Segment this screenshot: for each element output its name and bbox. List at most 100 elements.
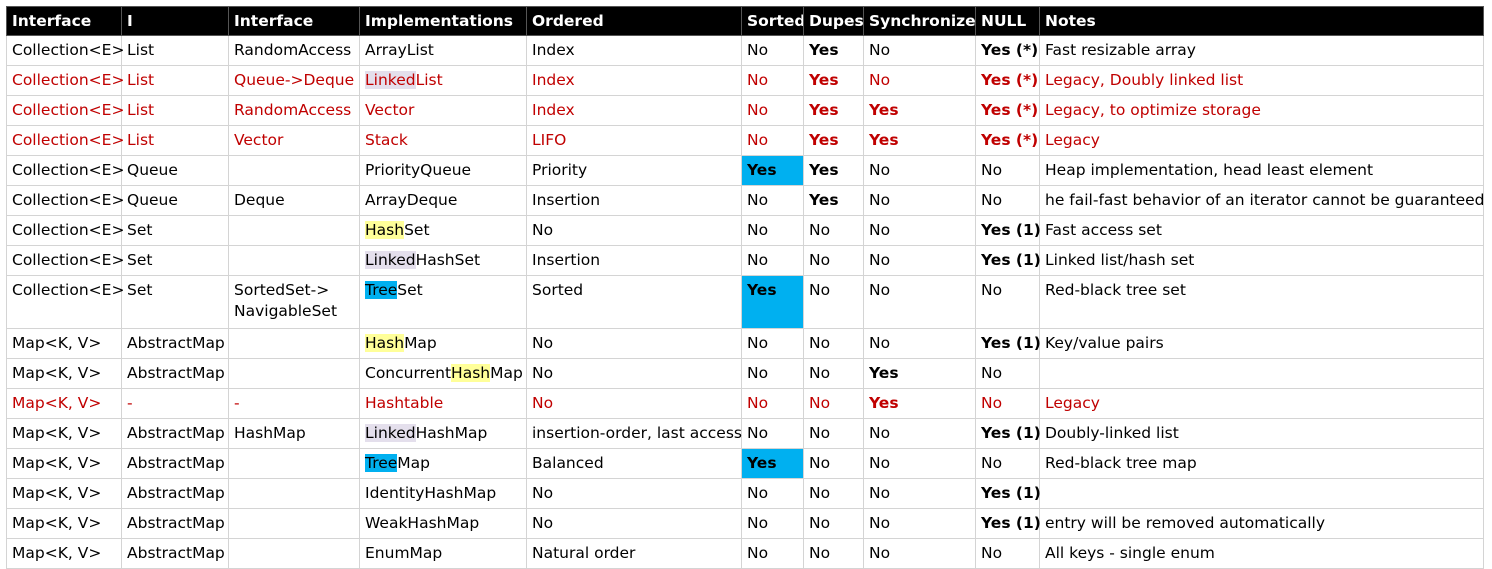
implementation-text: HashSet: [415, 251, 481, 269]
col-header-notes: Notes: [1039, 6, 1484, 36]
cell-sorted: No: [741, 538, 804, 569]
cell-synchronized: No: [863, 328, 976, 359]
cell-dupes: Yes: [803, 95, 864, 126]
implementation-text: Concurrent: [365, 364, 452, 382]
cell-sorted: No: [741, 245, 804, 276]
cell-sorted: No: [741, 328, 804, 359]
cell-dupes: Yes: [803, 35, 864, 66]
cell-sorted: No: [741, 388, 804, 419]
cell-null: No: [975, 448, 1040, 479]
cell-i: Queue: [121, 155, 229, 186]
implementation-highlight: Linked: [365, 71, 416, 89]
implementation-highlight: Tree: [365, 454, 398, 472]
cell-interface-2: [228, 215, 360, 246]
cell-interface: Map<K, V>: [6, 418, 122, 449]
cell-dupes: No: [803, 358, 864, 389]
implementation-highlight: Hash: [365, 334, 405, 352]
cell-implementation: EnumMap: [359, 538, 527, 569]
cell-notes: Fast access set: [1039, 215, 1484, 246]
cell-dupes: Yes: [803, 185, 864, 216]
cell-interface: Collection<E>: [6, 185, 124, 216]
cell-interface-2-line1: SortedSet->: [234, 281, 330, 299]
cell-interface: Collection<E>: [6, 215, 124, 246]
cell-interface: Map<K, V>: [6, 358, 122, 389]
cell-notes: he fail-fast behavior of an iterator can…: [1039, 185, 1485, 216]
cell-interface-2: -: [228, 388, 360, 419]
implementation-text: Set: [397, 281, 423, 299]
cell-implementation: Stack: [359, 125, 527, 156]
implementation-text: ArrayDeque: [365, 191, 458, 209]
cell-interface: Map<K, V>: [6, 508, 122, 539]
cell-i: AbstractMap: [121, 358, 229, 389]
cell-notes: Legacy: [1039, 125, 1484, 156]
cell-dupes: No: [803, 478, 864, 509]
cell-ordered: Priority: [526, 155, 742, 186]
cell-interface: Map<K, V>: [6, 478, 122, 509]
cell-synchronized: No: [863, 478, 976, 509]
table-row: Collection<E> Queue PriorityQueue Priority Y…: [6, 155, 1484, 186]
table-row: Collection<E> Set HashSet No No No No Yes (1) Fa…: [6, 215, 1484, 246]
col-header-synchronized: Synchronized: [863, 6, 976, 36]
cell-null: Yes (1): [975, 478, 1041, 509]
cell-ordered: Natural order: [526, 538, 742, 569]
cell-synchronized: No: [863, 215, 976, 246]
cell-ordered: No: [526, 358, 742, 389]
cell-implementation: LinkedList: [359, 65, 527, 96]
cell-interface: Collection<E>: [6, 125, 124, 156]
cell-interface-2: [228, 358, 360, 389]
cell-dupes: No: [803, 328, 864, 359]
cell-implementation: Vector: [359, 95, 527, 126]
cell-null: No: [975, 155, 1040, 186]
cell-dupes: No: [803, 448, 864, 479]
cell-dupes: No: [803, 538, 864, 569]
cell-dupes: No: [803, 245, 864, 276]
cell-sorted: No: [741, 65, 804, 96]
cell-i: List: [121, 125, 229, 156]
cell-dupes: No: [803, 508, 864, 539]
implementation-text: Map: [490, 364, 523, 382]
cell-synchronized: Yes: [863, 388, 976, 419]
cell-implementation: Hashtable: [359, 388, 527, 419]
cell-implementation: IdentityHashMap: [359, 478, 527, 509]
col-header-i: I: [121, 6, 229, 36]
cell-notes: Fast resizable array: [1039, 35, 1484, 66]
cell-dupes: No: [803, 275, 864, 329]
cell-interface-2: Queue->Deque: [228, 65, 360, 96]
cell-i: AbstractMap: [121, 448, 229, 479]
cell-implementation: LinkedHashMap: [359, 418, 527, 449]
cell-interface-2: [228, 155, 360, 186]
cell-i: AbstractMap: [121, 508, 229, 539]
cell-ordered: LIFO: [526, 125, 742, 156]
col-header-null: NULL: [975, 6, 1040, 36]
cell-i: Set: [121, 245, 229, 276]
cell-sorted: No: [741, 418, 804, 449]
cell-dupes: Yes: [803, 155, 864, 186]
cell-null: Yes (1): [975, 215, 1041, 246]
implementation-text: Set: [404, 221, 430, 239]
col-header-implementations: Implementations: [359, 6, 527, 36]
cell-interface-2: Deque: [228, 185, 360, 216]
cell-notes: Red-black tree set: [1039, 275, 1484, 329]
cell-interface-2-line2: NavigableSet: [234, 302, 338, 320]
table-body: Collection<E> List RandomAccess ArrayList In…: [6, 35, 1485, 569]
implementation-text: EnumMap: [365, 544, 443, 562]
implementation-text: Map: [404, 334, 437, 352]
cell-i: AbstractMap: [121, 418, 229, 449]
cell-null: Yes (1): [975, 245, 1041, 276]
cell-notes: Legacy, Doubly linked list: [1039, 65, 1484, 96]
cell-i: Queue: [121, 185, 229, 216]
cell-sorted: No: [741, 95, 804, 126]
table-row: Map<K, V> AbstractMap ConcurrentHashMap No N…: [6, 358, 1484, 389]
implementation-highlight: Hash: [365, 221, 405, 239]
cell-synchronized: No: [863, 155, 976, 186]
implementation-text: Hashtable: [365, 394, 444, 412]
cell-synchronized: No: [863, 185, 976, 216]
implementation-text: PriorityQueue: [365, 161, 472, 179]
cell-notes: All keys - single enum: [1039, 538, 1484, 569]
table-row: Map<K, V> AbstractMap WeakHashMap No No No No Y…: [6, 508, 1484, 539]
cell-implementation: ArrayDeque: [359, 185, 527, 216]
cell-synchronized: No: [863, 275, 976, 329]
cell-synchronized: No: [863, 245, 976, 276]
cell-ordered: Sorted: [526, 275, 742, 329]
cell-i: List: [121, 65, 229, 96]
